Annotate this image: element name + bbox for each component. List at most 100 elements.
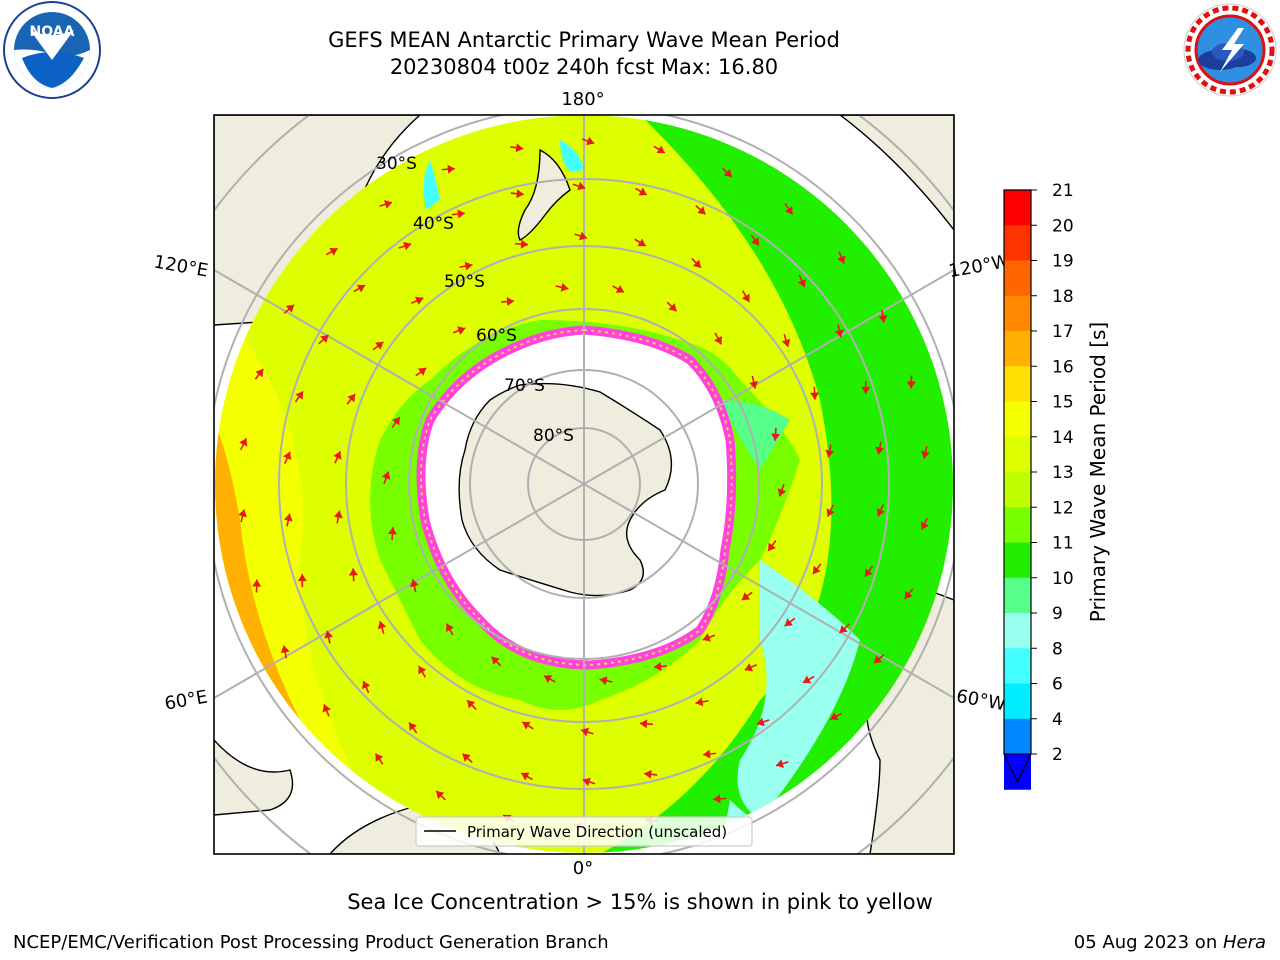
colorbar-tick-label: 13: [1052, 463, 1074, 483]
nws-logo-icon: [1183, 3, 1277, 97]
wave-arrow-head: [255, 368, 264, 378]
lon-label-60e: 60°E: [163, 686, 209, 714]
wave-arrow-head: [653, 661, 662, 671]
wave-arrow-head: [577, 181, 586, 191]
colorbar-tick-label: 21: [1052, 181, 1074, 201]
wave-arrow-head: [741, 293, 750, 302]
wave-arrow-head: [668, 303, 677, 312]
colorbar: 21 20 19 18 17 16 15 14 13 12 11 10 9 8 6 4 2: [1003, 181, 1074, 790]
wave-arrow-head: [418, 666, 427, 675]
wave-arrow-head: [280, 645, 290, 654]
wave-arrow-head: [615, 284, 625, 293]
lon-label-60w: 60°W: [955, 686, 1008, 715]
wave-arrow-head: [781, 338, 791, 347]
wave-arrow-head: [322, 704, 331, 713]
wave-arrow-head: [873, 655, 883, 664]
wave-arrow-head: [409, 722, 417, 731]
lon-label-0: 0°: [573, 858, 593, 879]
wave-arrow-head: [834, 329, 844, 338]
wave-arrow-head: [826, 508, 835, 517]
wave-arrow-head: [506, 297, 515, 307]
wave-arrow-head: [578, 231, 588, 241]
wave-arrow-head: [297, 574, 307, 582]
colorbar-tick-label: 12: [1052, 498, 1074, 518]
wave-arrow-head: [703, 749, 711, 759]
wave-arrow-head: [446, 623, 454, 632]
wave-arrow-head: [387, 527, 397, 535]
footer-date: 05 Aug 2023 on Hera: [1073, 932, 1266, 953]
colorbar-tick-label: 19: [1052, 252, 1074, 272]
colorbar-segment: [1004, 648, 1031, 684]
wave-arrow-head: [777, 488, 787, 497]
wave-arrow-head: [837, 255, 846, 264]
wave-arrow-head: [320, 334, 329, 344]
wave-arrow-head: [775, 759, 784, 768]
wave-arrow-head: [457, 209, 465, 219]
wave-arrow-head: [295, 391, 304, 400]
wave-arrow-head: [436, 790, 445, 800]
wave-arrow-head: [864, 568, 873, 577]
wave-arrow-head: [521, 772, 530, 781]
sea-ice-caption: Sea Ice Concentration > 15% is shown in …: [347, 890, 933, 914]
colorbar-segment: [1004, 225, 1031, 261]
lon-label-180: 180°: [561, 89, 604, 110]
wave-arrow-head: [333, 451, 342, 460]
wave-arrow-head: [692, 259, 701, 268]
wave-arrow-head: [333, 510, 343, 519]
wave-arrow-head: [283, 513, 293, 522]
wave-arrow-head: [580, 727, 590, 737]
lat-label-50s: 50°S: [444, 272, 485, 292]
colorbar-tick-label: 20: [1052, 216, 1074, 236]
wave-arrow-head: [904, 590, 913, 600]
colorbar-tick-label: 14: [1052, 428, 1074, 448]
colorbar-segment: [1004, 577, 1031, 614]
colorbar-segment: [1004, 331, 1031, 367]
noaa-logo-icon: NOAA: [3, 1, 101, 99]
wave-arrow-head: [586, 136, 595, 146]
wave-arrow-head: [802, 675, 812, 684]
wave-arrow-head: [714, 336, 722, 345]
wave-arrow-head: [543, 675, 553, 684]
colorbar-tick-label: 18: [1052, 287, 1074, 307]
wave-arrow-head: [283, 451, 292, 461]
wave-arrow-head: [906, 381, 916, 389]
wave-arrow-head: [744, 663, 753, 672]
wave-arrow-head: [515, 143, 524, 153]
colorbar-tick-label: 16: [1052, 357, 1074, 377]
wave-arrow-head: [695, 697, 704, 707]
wave-arrow-head: [784, 618, 793, 627]
wave-arrow-head: [756, 717, 765, 727]
colorbar-segment: [1004, 295, 1031, 332]
lat-label-60s: 60°S: [476, 326, 517, 346]
wave-arrow-head: [491, 656, 500, 665]
wave-arrow-head: [347, 394, 356, 403]
lat-label-40s: 40°S: [413, 214, 454, 234]
antarctica-land: [458, 382, 673, 597]
colorbar-segment: [1004, 436, 1031, 473]
wave-arrow-head: [599, 676, 608, 686]
wave-arrow-head: [417, 367, 427, 376]
wave-arrow-head: [825, 449, 835, 458]
wave-arrow-head: [324, 630, 334, 639]
wave-arrow-head: [697, 206, 706, 215]
colorbar-segment: [1004, 683, 1031, 720]
wave-arrow-head: [876, 507, 885, 517]
wave-arrow-head: [644, 769, 652, 779]
lat-label-70s: 70°S: [504, 376, 545, 396]
wave-arrow-head: [861, 386, 871, 394]
wave-arrow-head: [384, 200, 393, 209]
wave-arrow-head: [348, 568, 358, 576]
wave-arrow-head: [713, 794, 721, 804]
wave-arrow-head: [239, 438, 248, 447]
colorbar-segment: [1004, 472, 1031, 508]
wave-arrow-head: [638, 187, 647, 196]
wave-arrow-head: [356, 284, 366, 293]
wave-arrow-head: [639, 719, 648, 729]
colorbar-tick-label: 8: [1052, 639, 1063, 659]
colorbar-tick-label: 4: [1052, 710, 1063, 730]
chart-title: GEFS MEAN Antarctic Primary Wave Mean Pe…: [328, 28, 840, 52]
colorbar-segment: [1004, 718, 1031, 755]
wave-arrow-head: [285, 304, 295, 313]
colorbar-segment: [1004, 190, 1031, 226]
wave-arrow-head: [749, 380, 759, 389]
